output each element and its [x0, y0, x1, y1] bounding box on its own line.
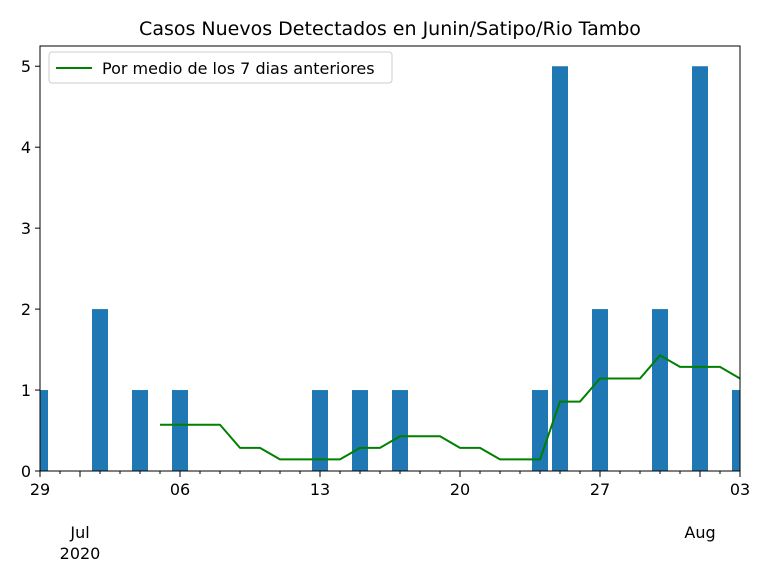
bar	[552, 66, 568, 471]
x-month-label: Aug	[684, 523, 715, 542]
x-tick-label: 27	[590, 480, 610, 499]
bars-layer	[40, 66, 740, 471]
y-tick-label: 5	[21, 57, 31, 76]
bar	[592, 309, 608, 471]
y-tick-label: 1	[21, 381, 31, 400]
x-month-label: 2020	[60, 544, 101, 563]
y-tick-label: 4	[21, 138, 31, 157]
x-tick-label: 29	[30, 480, 50, 499]
bar	[732, 390, 740, 471]
plot-frame	[39, 45, 741, 472]
x-tick-label: 20	[450, 480, 470, 499]
bar	[652, 309, 668, 471]
bar	[132, 390, 148, 471]
bar	[40, 390, 48, 471]
bar	[352, 390, 368, 471]
moving-average-line	[160, 354, 740, 461]
bar	[172, 390, 188, 471]
bar	[392, 390, 408, 471]
x-tick-label: 13	[310, 480, 330, 499]
y-tick-label: 3	[21, 219, 31, 238]
legend-box	[48, 51, 393, 84]
bar	[692, 66, 708, 471]
y-tick-label: 0	[21, 462, 31, 481]
chart-title: Casos Nuevos Detectados en Junin/Satipo/…	[139, 18, 641, 40]
x-tick-label: 06	[170, 480, 190, 499]
bar	[92, 309, 108, 471]
y-tick-label: 2	[21, 300, 31, 319]
legend: Por medio de los 7 dias anteriores	[48, 51, 393, 84]
legend-label: Por medio de los 7 dias anteriores	[102, 59, 375, 78]
line-layer	[160, 354, 740, 461]
axes-layer: 0 1 2 3 4 5 29 06 13 20 27 03 Jul 2020 Aug	[21, 45, 750, 563]
bar	[312, 390, 328, 471]
x-month-label: Jul	[69, 523, 89, 542]
x-tick-label: 03	[730, 480, 750, 499]
